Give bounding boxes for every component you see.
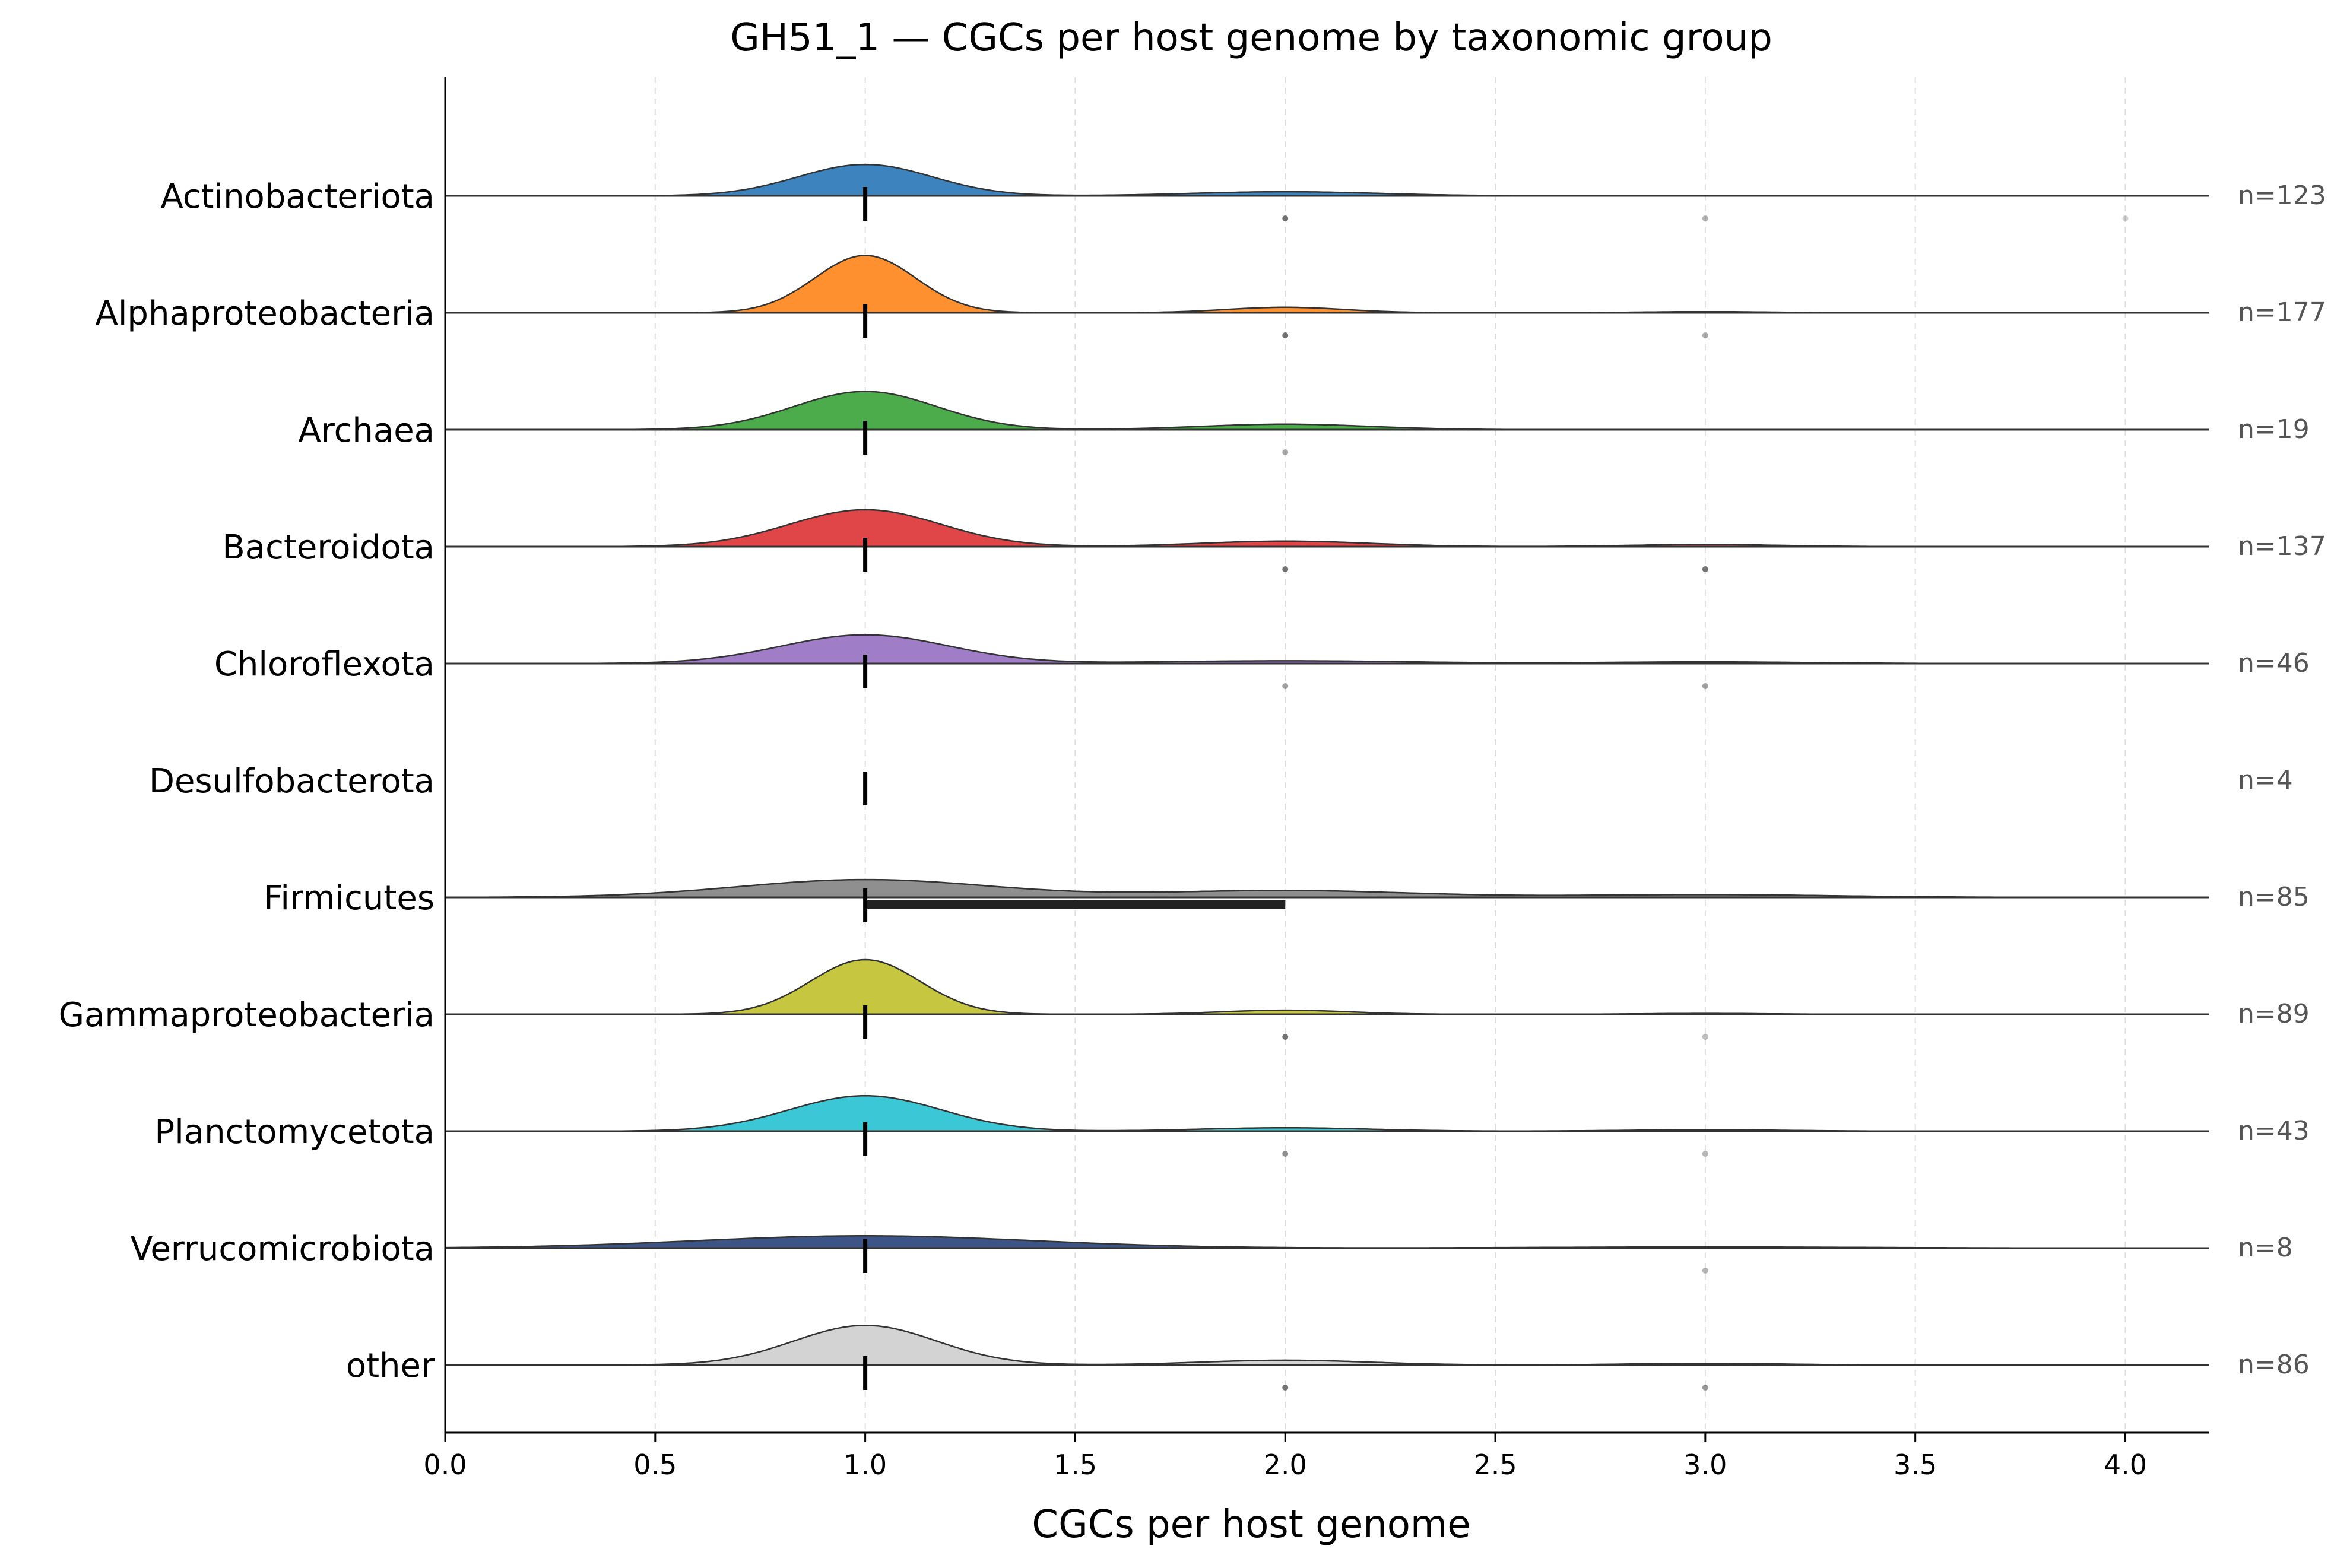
ridge-outline-planctomycetota — [445, 1094, 2209, 1132]
ridge-outline-gammaproteobacteria — [445, 958, 2209, 1015]
ridge-fill-alphaproteobacteria — [445, 255, 2209, 313]
outlier-point-other — [1282, 1385, 1289, 1391]
ridge-outline-archaea — [445, 391, 2209, 431]
outlier-point-other — [1702, 1385, 1708, 1391]
x-tick-label: 2.0 — [1264, 1449, 1307, 1481]
group-label-archaea: Archaea — [299, 411, 435, 450]
x-tick-label: 3.5 — [1894, 1449, 1937, 1481]
n-label-verrucomicrobiota: n=8 — [2238, 1233, 2293, 1263]
ridge-fill-other — [445, 1325, 2209, 1365]
outlier-point-chloroflexota — [1282, 683, 1289, 689]
ridge-fill-chloroflexota — [445, 634, 2209, 664]
group-label-bacteroidota: Bacteroidota — [222, 528, 435, 567]
ridge-outline-bacteroidota — [445, 509, 2209, 548]
x-tick-label: 2.5 — [1473, 1449, 1517, 1481]
ridge-fill-gammaproteobacteria — [445, 960, 2209, 1014]
outlier-point-actinobacteriota — [1282, 215, 1289, 221]
n-label-desulfobacterota: n=4 — [2238, 765, 2293, 795]
ridge-fill-planctomycetota — [445, 1096, 2209, 1131]
n-label-actinobacteriota: n=123 — [2238, 180, 2326, 211]
outlier-point-bacteroidota — [1282, 566, 1289, 572]
ridge-outline-other — [445, 1325, 2209, 1366]
group-label-alphaproteobacteria: Alphaproteobacteria — [96, 294, 435, 333]
ridge-outline-alphaproteobacteria — [445, 255, 2209, 314]
outlier-point-gammaproteobacteria — [1702, 1034, 1708, 1040]
group-label-planctomycetota: Planctomycetota — [154, 1113, 435, 1151]
ridge-fill-bacteroidota — [445, 509, 2209, 547]
axes: Actinobacteriota n=123 Alphaproteobacteria… — [59, 77, 2326, 1481]
group-label-actinobacteriota: Actinobacteriota — [160, 177, 435, 216]
x-tick-label: 3.0 — [1683, 1449, 1727, 1481]
outlier-point-planctomycetota — [1282, 1151, 1289, 1157]
grid — [445, 77, 2126, 1433]
outlier-point-actinobacteriota — [1702, 215, 1708, 221]
ridge-outline-actinobacteriota — [445, 163, 2209, 197]
outlier-point-archaea — [1282, 449, 1289, 455]
n-label-chloroflexota: n=46 — [2238, 648, 2310, 678]
outlier-point-actinobacteriota — [2122, 215, 2129, 221]
x-tick-label: 1.0 — [843, 1449, 887, 1481]
n-label-gammaproteobacteria: n=89 — [2238, 999, 2310, 1029]
outlier-point-verrucomicrobiota — [1702, 1268, 1708, 1274]
x-tick-label: 0.0 — [423, 1449, 467, 1481]
ridges — [445, 163, 2209, 1391]
n-label-alphaproteobacteria: n=177 — [2238, 297, 2326, 328]
outlier-point-planctomycetota — [1702, 1151, 1708, 1157]
group-label-gammaproteobacteria: Gammaproteobacteria — [59, 996, 435, 1034]
outlier-point-chloroflexota — [1702, 683, 1708, 689]
group-label-verrucomicrobiota: Verrucomicrobiota — [130, 1230, 435, 1268]
n-label-bacteroidota: n=137 — [2238, 531, 2326, 561]
ridge-fill-firmicutes — [445, 880, 2209, 897]
outlier-point-alphaproteobacteria — [1282, 332, 1289, 338]
group-label-other: other — [346, 1347, 435, 1385]
n-label-other: n=86 — [2238, 1350, 2310, 1380]
ridge-fill-archaea — [445, 391, 2209, 430]
chart-title: GH51_1 — CGCs per host genome by taxonom… — [730, 16, 1772, 60]
x-tick-label: 0.5 — [633, 1449, 677, 1481]
n-label-firmicutes: n=85 — [2238, 882, 2310, 912]
outlier-point-bacteroidota — [1702, 566, 1708, 572]
group-label-firmicutes: Firmicutes — [264, 879, 435, 918]
ridge-fill-actinobacteriota — [445, 164, 2209, 196]
x-axis-label: CGCs per host genome — [1032, 1503, 1470, 1547]
ridge-fill-verrucomicrobiota — [445, 1236, 2209, 1248]
x-tick-label: 4.0 — [2104, 1449, 2147, 1481]
outlier-point-alphaproteobacteria — [1702, 332, 1708, 338]
group-label-desulfobacterota: Desulfobacterota — [149, 762, 435, 801]
group-label-chloroflexota: Chloroflexota — [214, 645, 435, 684]
n-label-archaea: n=19 — [2238, 414, 2310, 445]
n-label-planctomycetota: n=43 — [2238, 1116, 2310, 1146]
x-tick-label: 1.5 — [1054, 1449, 1097, 1481]
outlier-point-gammaproteobacteria — [1282, 1034, 1289, 1040]
